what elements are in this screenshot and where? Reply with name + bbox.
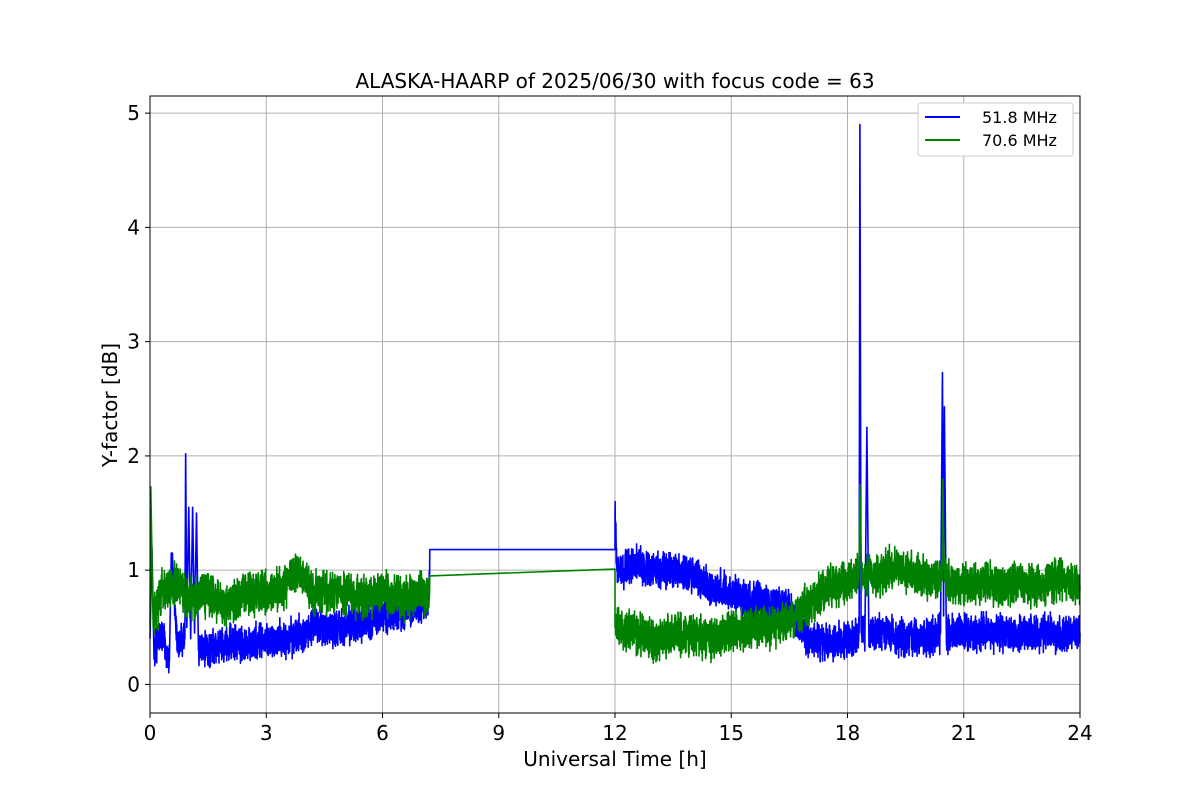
legend: 51.8 MHz 70.6 MHz xyxy=(917,102,1074,157)
series-line-51-8-mhz xyxy=(149,123,1081,674)
x-tick-label: 21 xyxy=(951,721,976,745)
y-tick-label: 0 xyxy=(127,672,140,696)
chart-title: ALASKA-HAARP of 2025/06/30 with focus co… xyxy=(355,69,874,93)
y-axis-label: Y-factor [dB] xyxy=(98,343,122,468)
x-tick-label: 6 xyxy=(376,721,389,745)
y-ticks: 0 1 2 3 4 5 xyxy=(127,101,150,696)
x-tick-label: 18 xyxy=(835,721,860,745)
x-tick-label: 9 xyxy=(492,721,505,745)
x-axis-label: Universal Time [h] xyxy=(523,747,706,771)
x-ticks: 0 3 6 9 12 15 18 21 24 xyxy=(144,713,1093,745)
x-tick-label: 12 xyxy=(602,721,627,745)
x-tick-label: 0 xyxy=(144,721,157,745)
x-tick-label: 3 xyxy=(260,721,273,745)
y-tick-label: 2 xyxy=(127,444,140,468)
y-tick-label: 3 xyxy=(127,330,140,354)
series-line-70-6-mhz xyxy=(149,477,1081,664)
y-tick-label: 4 xyxy=(127,215,140,239)
y-tick-label: 5 xyxy=(127,101,140,125)
y-tick-label: 1 xyxy=(127,558,140,582)
x-tick-label: 15 xyxy=(719,721,744,745)
series-layer xyxy=(149,123,1081,674)
legend-label-70: 70.6 MHz xyxy=(982,131,1057,150)
legend-label-51: 51.8 MHz xyxy=(982,108,1057,127)
x-tick-label: 24 xyxy=(1067,721,1092,745)
